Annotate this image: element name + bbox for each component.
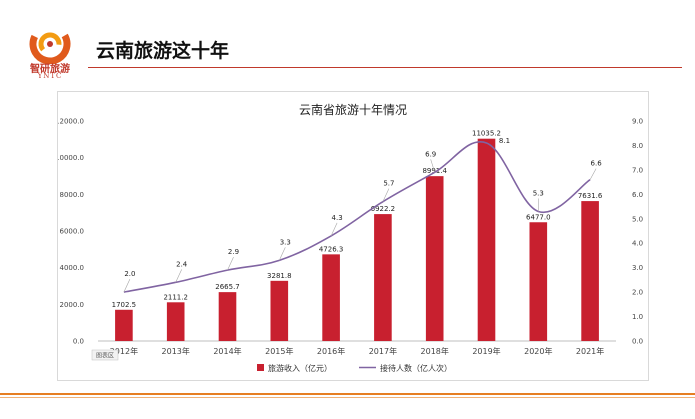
footer-divider bbox=[0, 393, 695, 395]
line-label-leader bbox=[430, 159, 435, 173]
y-right-tick-label: 9.0 bbox=[632, 118, 643, 126]
line-label-leader bbox=[123, 278, 131, 293]
line-value-label: 5.3 bbox=[533, 189, 544, 197]
y-right-tick-label: 8.0 bbox=[632, 142, 643, 150]
company-logo bbox=[26, 24, 74, 80]
legend-line-label: 接待人数（亿人次） bbox=[380, 363, 452, 373]
line-value-label: 2.0 bbox=[124, 270, 135, 278]
bar-value-label: 1702.5 bbox=[112, 301, 136, 309]
legend: 旅游收入（亿元） 接待人数（亿人次） bbox=[257, 363, 452, 373]
x-tick-label: 2018年 bbox=[421, 346, 449, 356]
combo-chart: 云南省旅游十年情况 0.0 2000.0 4000.0 6000.0 8000.0 100… bbox=[58, 102, 643, 373]
y-right-tick-label: 7.0 bbox=[632, 166, 643, 174]
y-right-tick-label: 5.0 bbox=[632, 215, 643, 223]
logo-text-cn: 智研旅游 bbox=[30, 64, 70, 75]
y-left-tick-label: 6000.0 bbox=[60, 228, 85, 236]
bar-value-label: 6477.0 bbox=[526, 213, 551, 221]
page-title: 云南旅游这十年 bbox=[96, 40, 230, 62]
x-tick-label: 2019年 bbox=[472, 346, 500, 356]
logo-swirl-icon bbox=[29, 24, 71, 64]
bar bbox=[270, 280, 289, 341]
line-label-leader bbox=[175, 269, 182, 283]
legend-bar-swatch bbox=[257, 364, 264, 371]
line-value-label: 5.7 bbox=[383, 180, 394, 188]
bar-value-label: 7631.6 bbox=[578, 192, 603, 200]
line-label-leader bbox=[589, 168, 597, 180]
x-tick-label: 2017年 bbox=[369, 346, 397, 356]
bar bbox=[218, 292, 237, 341]
x-tick-label: 2015年 bbox=[265, 346, 293, 356]
chart-area[interactable]: 云南省旅游十年情况 0.0 2000.0 4000.0 6000.0 8000.0 100… bbox=[57, 91, 649, 381]
bar bbox=[322, 254, 340, 341]
line-value-label: 8.1 bbox=[499, 137, 510, 145]
line-value-label: 6.6 bbox=[591, 160, 603, 168]
header-divider bbox=[88, 67, 682, 68]
x-tick-label: 2012年 bbox=[110, 346, 138, 356]
line-label-leader bbox=[279, 247, 286, 261]
y-left-tick-label: 12000.0 bbox=[58, 118, 84, 126]
visitor-line bbox=[123, 141, 591, 293]
bar-value-label: 4726.3 bbox=[319, 245, 344, 253]
x-tick-label: 2021年 bbox=[576, 346, 604, 356]
chart-tag: 图表区 bbox=[91, 349, 119, 361]
y-right-tick-label: 2.0 bbox=[632, 289, 643, 297]
bar-value-label: 6922.2 bbox=[371, 205, 396, 213]
line-label-leader bbox=[227, 256, 234, 271]
bar bbox=[477, 138, 496, 341]
bar bbox=[166, 302, 185, 341]
line-label-leader bbox=[382, 188, 390, 202]
y-left-tick-label: 8000.0 bbox=[60, 191, 85, 199]
line-value-label: 3.3 bbox=[280, 238, 291, 246]
legend-bar-label: 旅游收入（亿元） bbox=[268, 363, 332, 373]
chart-tag-label: 图表区 bbox=[96, 352, 114, 360]
bar bbox=[529, 222, 548, 341]
y-left-tick-label: 4000.0 bbox=[60, 264, 85, 272]
x-tick-label: 2013年 bbox=[162, 346, 190, 356]
line-label-leader bbox=[330, 222, 338, 237]
footer-divider-thin bbox=[0, 397, 695, 398]
logo-text-en: YNTC bbox=[37, 72, 63, 80]
y-right-tick-label: 3.0 bbox=[632, 264, 643, 272]
bar-value-label: 11035.2 bbox=[472, 130, 501, 138]
x-tick-label: 2020年 bbox=[524, 346, 552, 356]
x-tick-label: 2014年 bbox=[213, 346, 241, 356]
bar bbox=[115, 309, 133, 341]
y-right-tick-label: 4.0 bbox=[632, 240, 643, 248]
line-value-label: 2.9 bbox=[228, 248, 239, 256]
y-right-tick-label: 0.0 bbox=[632, 338, 643, 346]
bar bbox=[374, 214, 392, 341]
line-value-label: 6.9 bbox=[425, 150, 436, 158]
line-value-label: 4.3 bbox=[332, 214, 343, 222]
line-value-label: 2.4 bbox=[176, 260, 188, 268]
bar-value-label: 3281.8 bbox=[267, 272, 292, 280]
y-left-tick-label: 10000.0 bbox=[58, 154, 84, 162]
bar-value-label: 2111.2 bbox=[163, 293, 188, 301]
bar-value-label: 8991.4 bbox=[422, 167, 447, 175]
chart-title: 云南省旅游十年情况 bbox=[299, 102, 407, 117]
y-left-tick-label: 2000.0 bbox=[60, 301, 85, 309]
bar bbox=[581, 201, 599, 341]
bar bbox=[425, 176, 444, 341]
x-tick-label: 2016年 bbox=[317, 346, 345, 356]
bar-value-label: 2665.7 bbox=[215, 283, 240, 291]
y-right-tick-label: 1.0 bbox=[632, 313, 643, 321]
y-right-tick-label: 6.0 bbox=[632, 191, 643, 199]
y-left-tick-label: 0.0 bbox=[73, 338, 84, 346]
